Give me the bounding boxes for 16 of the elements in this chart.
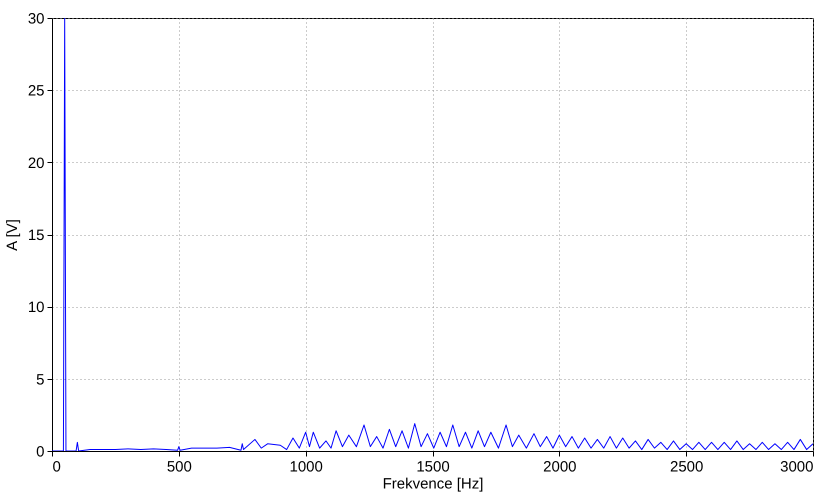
y-tick-label: 10 bbox=[28, 299, 44, 316]
x-tick-label: 1000 bbox=[289, 458, 323, 476]
y-axis-title: A [V] bbox=[4, 219, 21, 251]
x-tick-label: 500 bbox=[166, 458, 192, 476]
x-axis-title: Frekvence [Hz] bbox=[382, 476, 484, 492]
y-tick-label: 0 bbox=[36, 444, 44, 460]
x-tick-label: 0 bbox=[52, 458, 61, 476]
y-tick-label: 15 bbox=[28, 227, 44, 244]
y-tick-label: 5 bbox=[36, 371, 44, 388]
x-tick-label: 2000 bbox=[543, 458, 577, 476]
y-tick-label: 25 bbox=[28, 82, 44, 100]
x-tick-label: 2500 bbox=[670, 458, 704, 476]
y-tick-label: 20 bbox=[28, 154, 44, 172]
y-tick-label: 30 bbox=[28, 10, 44, 28]
x-tick-label: 1500 bbox=[416, 458, 450, 476]
x-tick-label: 3000 bbox=[780, 458, 814, 476]
